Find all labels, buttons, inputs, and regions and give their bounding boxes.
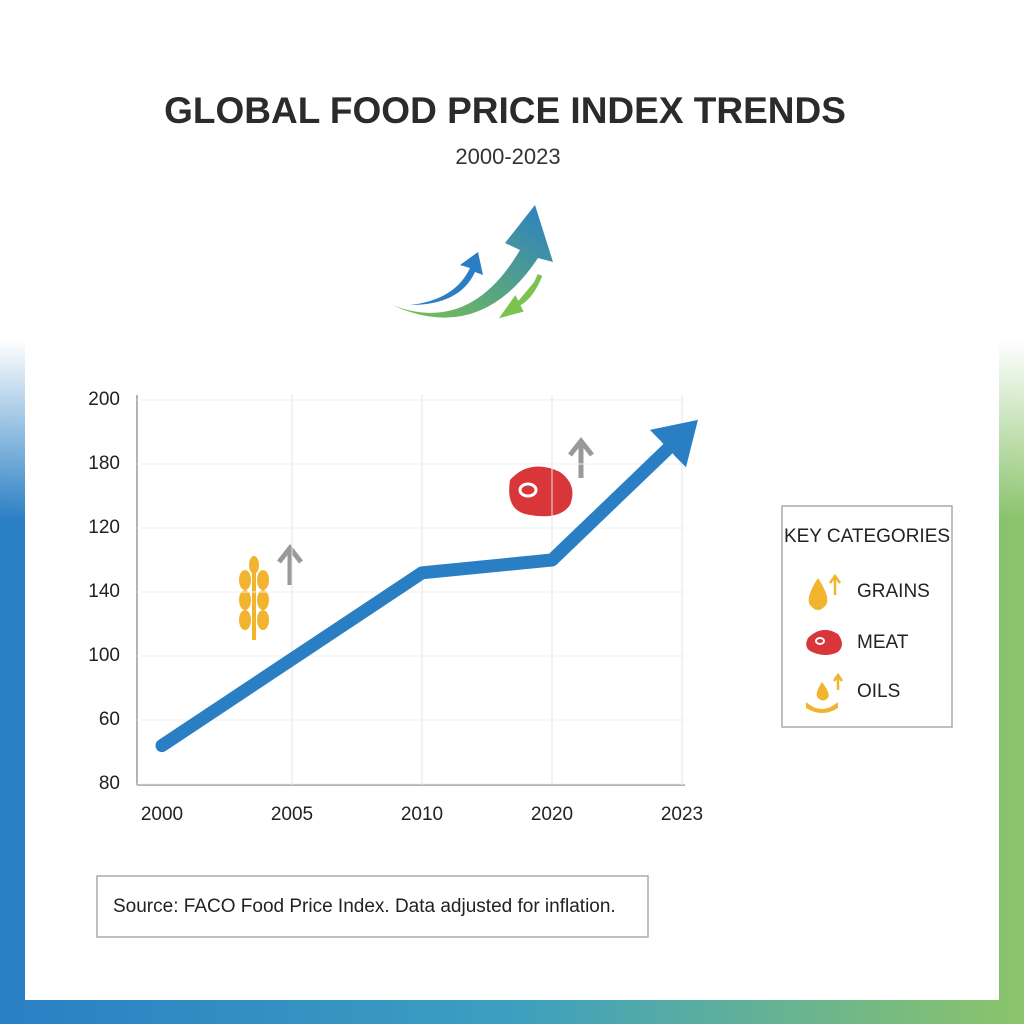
- y-tick-label: 140: [88, 581, 120, 602]
- up-arrow: [277, 543, 303, 585]
- x-tick-label: 2000: [141, 804, 183, 825]
- legend-item: GRAINS: [857, 581, 930, 602]
- y-tick-label: 180: [88, 453, 120, 474]
- y-tick-label: 120: [88, 517, 120, 538]
- source-box: [96, 875, 649, 938]
- up-arrow: [568, 436, 594, 478]
- legend-item: MEAT: [857, 632, 909, 653]
- x-tick-label: 2010: [401, 804, 443, 825]
- y-tick-label: 80: [99, 773, 120, 794]
- legend-title: KEY CATEGORIES: [784, 526, 950, 547]
- legend-item: OILS: [857, 681, 900, 702]
- y-tick-label: 60: [99, 709, 120, 730]
- meat-icon: [509, 466, 573, 517]
- y-tick-label: 200: [88, 389, 120, 410]
- chart-subtitle: 2000-2023: [455, 144, 560, 169]
- x-tick-label: 2020: [531, 804, 573, 825]
- trend-icon: [392, 205, 553, 319]
- legend-icons: [806, 573, 844, 713]
- grain-icon: [239, 556, 269, 640]
- x-tick-label: 2023: [661, 804, 703, 825]
- legend-box: [781, 505, 953, 728]
- source-note: Source: FACO Food Price Index. Data adju…: [113, 896, 616, 917]
- line: [155, 419, 698, 753]
- x-tick-label: 2005: [271, 804, 313, 825]
- y-tick-label: 100: [88, 645, 120, 666]
- chart-title: GLOBAL FOOD PRICE INDEX TRENDS: [164, 90, 846, 131]
